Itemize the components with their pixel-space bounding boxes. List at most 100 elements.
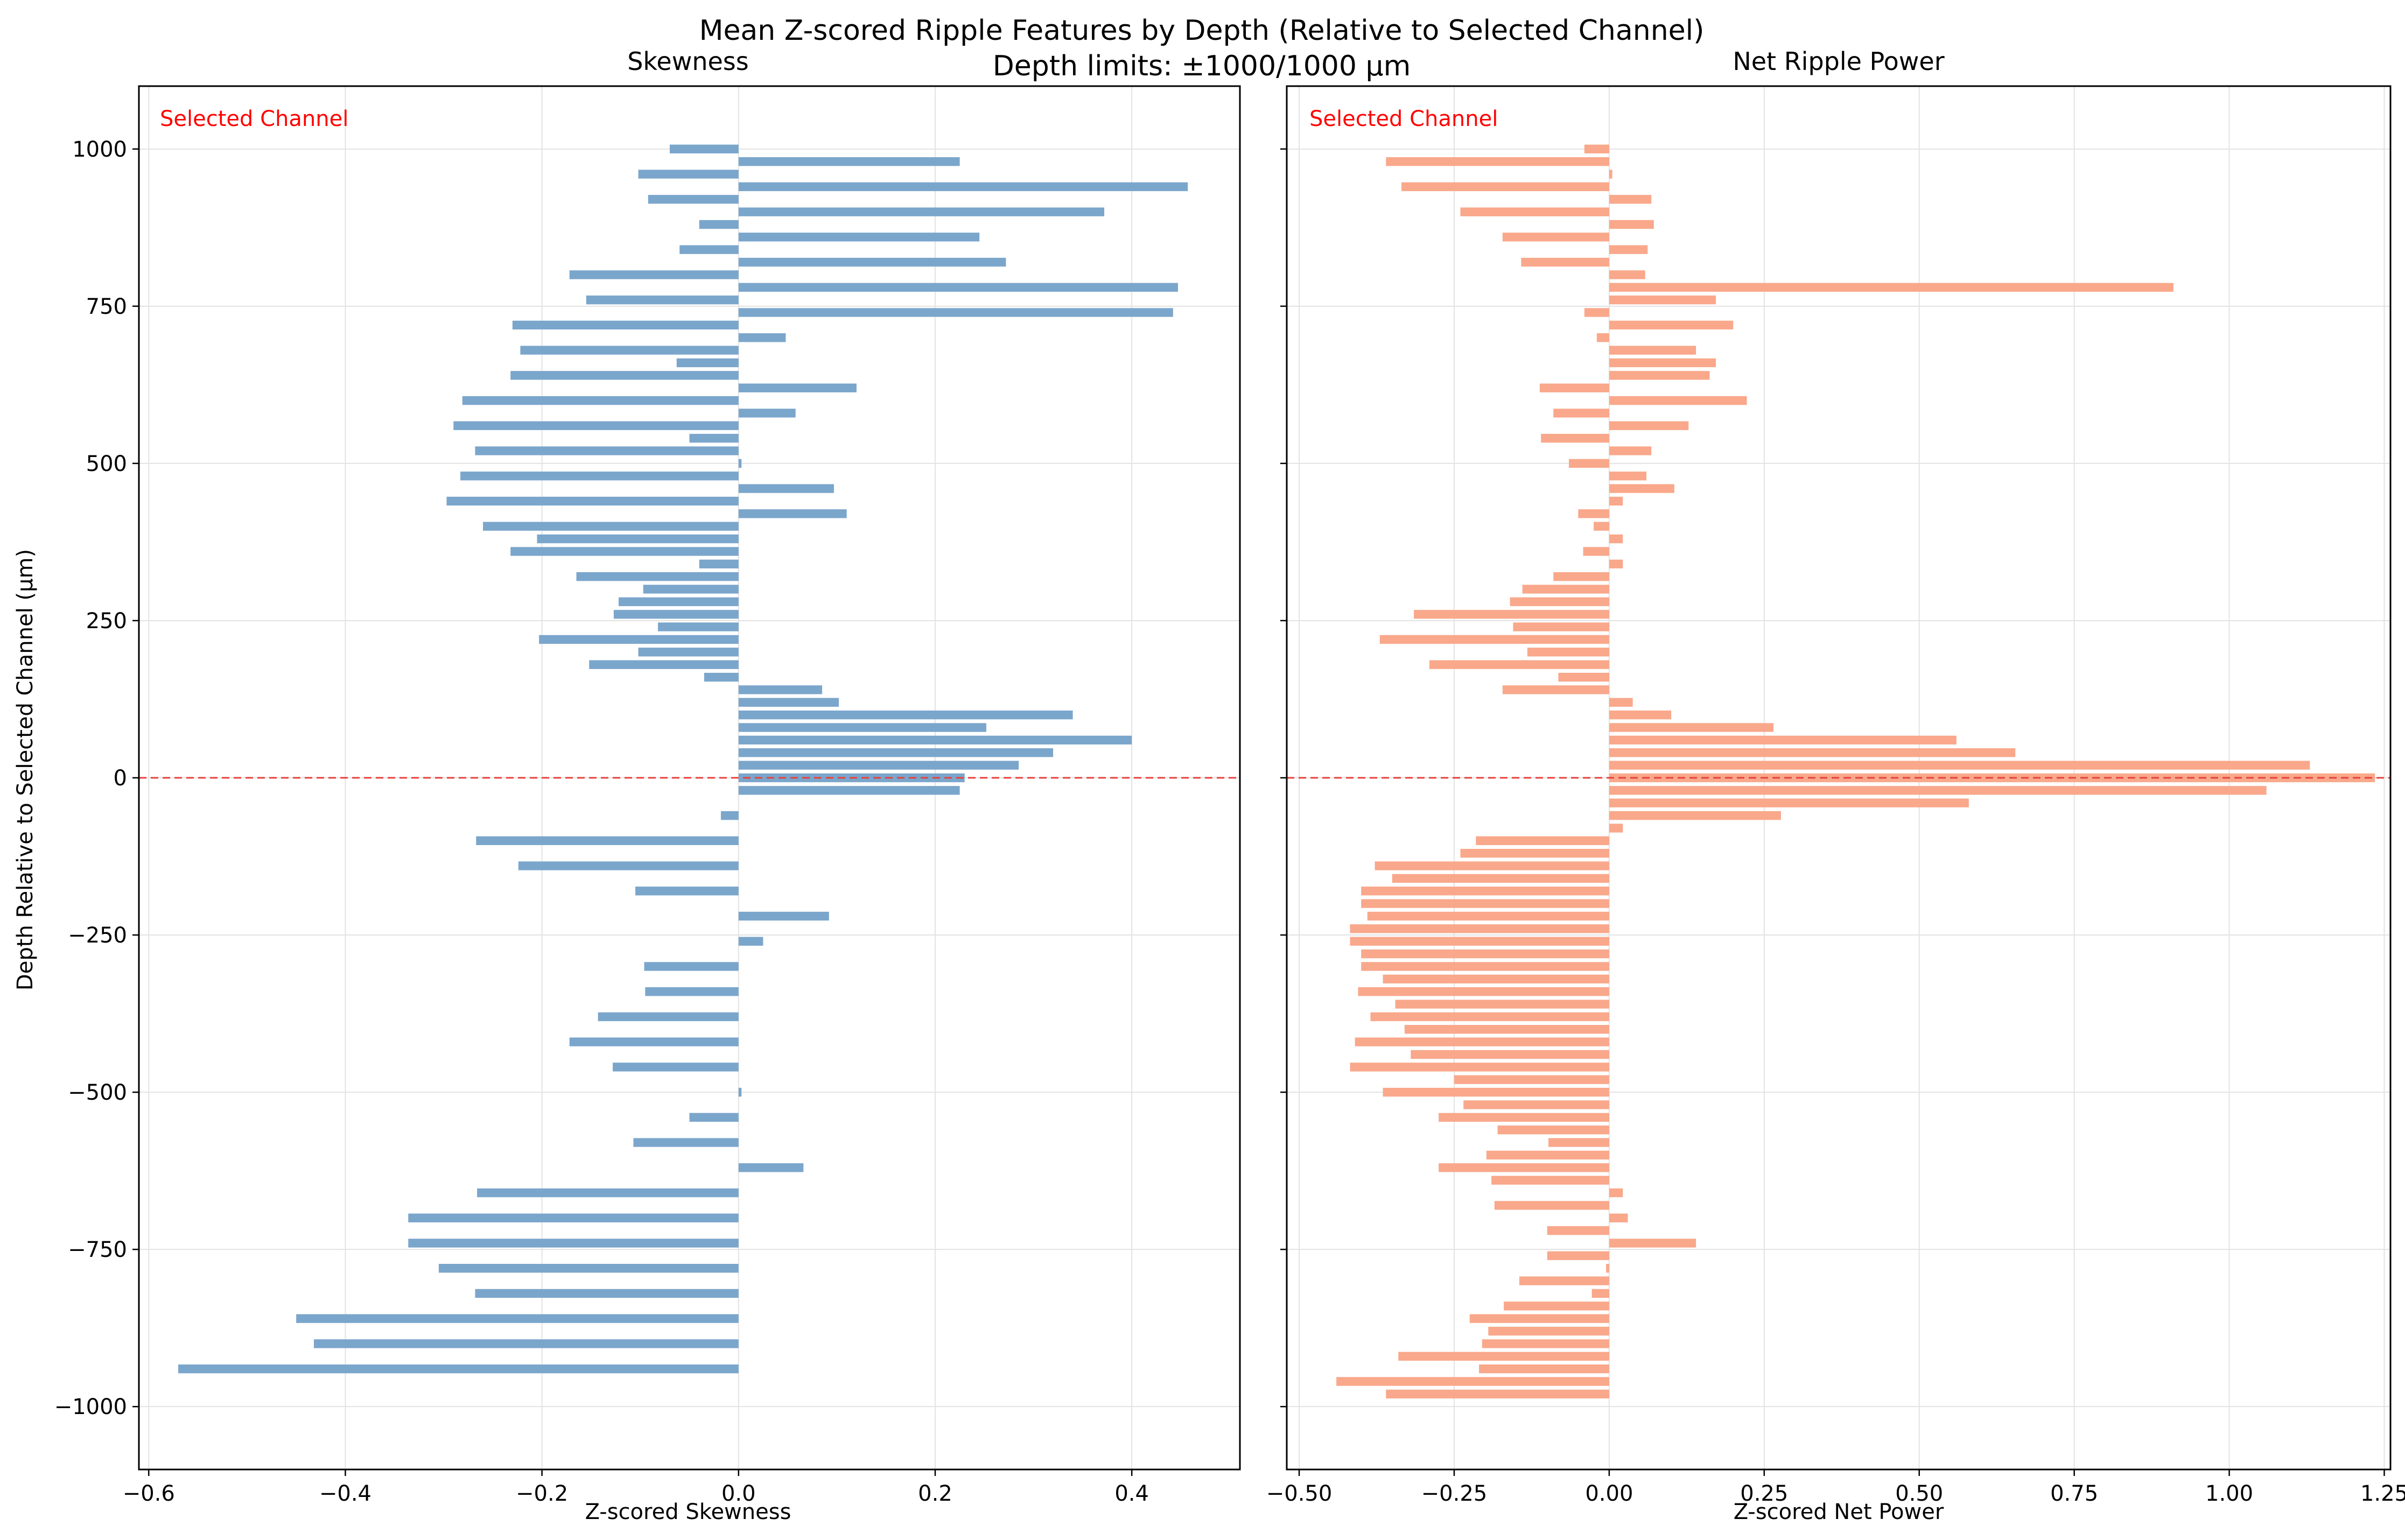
net-power-bar	[1460, 207, 1609, 216]
skewness-bar	[669, 144, 739, 153]
skewness-y-tick-label: −250	[68, 923, 127, 948]
net-power-x-tick-label: 0.50	[1895, 1481, 1943, 1506]
net-power-bar	[1609, 170, 1612, 179]
skewness-bar	[408, 1239, 739, 1248]
net-power-bar	[1476, 836, 1609, 845]
skewness-bar	[296, 1314, 739, 1323]
net-power-bar	[1539, 383, 1609, 392]
net-power-bar	[1502, 685, 1609, 694]
skewness-bar	[676, 358, 739, 368]
net-power-bar	[1519, 1276, 1609, 1285]
skewness-bar	[408, 1213, 739, 1222]
net-power-bar	[1541, 434, 1609, 443]
skewness-bar	[643, 585, 739, 594]
net-power-bar	[1609, 472, 1646, 481]
skewness-bar	[738, 233, 980, 242]
skewness-bar	[446, 496, 739, 506]
skewness-bar	[510, 547, 739, 556]
net-power-bar	[1609, 496, 1623, 506]
net-power-bar	[1609, 195, 1652, 204]
skewness-bar	[738, 383, 857, 392]
net-power-bar	[1350, 924, 1609, 933]
net-power-bar	[1395, 1000, 1609, 1009]
net-power-bar	[1609, 748, 2016, 757]
net-power-bar	[1609, 421, 1689, 430]
net-power-bar	[1553, 572, 1609, 581]
skewness-bar	[738, 937, 763, 946]
skewness-bar	[738, 711, 1073, 720]
skewness-bar	[453, 421, 739, 430]
skewness-bar	[738, 283, 1178, 292]
skewness-bar	[645, 987, 739, 996]
net-power-bar	[1584, 308, 1609, 317]
net-power-bar	[1584, 144, 1609, 153]
skewness-bar	[689, 1113, 739, 1122]
skewness-bar	[178, 1364, 739, 1374]
skewness-bar	[738, 333, 786, 342]
net-power-bar	[1375, 861, 1609, 870]
skewness-bar	[638, 648, 739, 657]
skewness-bar	[738, 257, 1006, 267]
skewness-bar	[476, 836, 739, 845]
skewness-bar	[704, 672, 739, 682]
net-power-x-ticks: −0.50 −0.25 0.00 0.25 0.50 0.75 1.00 1.25	[1266, 1469, 2405, 1506]
net-power-bar	[1358, 987, 1609, 996]
net-power-panel-title: Net Ripple Power	[1733, 47, 1944, 76]
skewness-bar	[738, 685, 822, 694]
skewness-bar	[699, 220, 739, 229]
skewness-panel: Skewness −0.6 −0.4 −0.2 0.0 0.2 0.4 1000 750 50…	[13, 47, 1241, 1524]
skewness-bar	[475, 446, 739, 455]
net-power-x-tick-label: −0.50	[1266, 1481, 1333, 1506]
skewness-bar	[738, 1163, 804, 1172]
skewness-bar	[589, 660, 739, 669]
net-power-bar	[1439, 1113, 1609, 1122]
net-power-bar	[1522, 585, 1609, 594]
skewness-bar	[569, 270, 739, 279]
net-power-bar	[1609, 811, 1781, 820]
net-power-bar	[1527, 648, 1609, 657]
skewness-bar	[483, 522, 739, 531]
skewness-bar	[598, 1012, 739, 1022]
skewness-y-tick-label: 750	[86, 294, 127, 319]
net-power-bar	[1479, 1364, 1609, 1374]
skewness-bar	[475, 1289, 739, 1298]
net-power-bar	[1429, 660, 1609, 669]
net-power-bar	[1497, 1126, 1609, 1135]
skewness-y-tick-label: 500	[86, 452, 127, 476]
net-power-bar	[1350, 1063, 1609, 1072]
net-power-bar	[1558, 672, 1609, 682]
net-power-bar	[1606, 1264, 1609, 1273]
skewness-y-tick-label: −750	[68, 1237, 127, 1262]
net-power-bar	[1392, 874, 1609, 883]
skewness-bar	[460, 472, 739, 481]
net-power-bar	[1386, 157, 1609, 166]
net-power-panel: Net Ripple Power −0.50 −0.25 0.00 0.25 0.50 0…	[1266, 47, 2405, 1524]
net-power-bar	[1401, 182, 1609, 192]
net-power-bar	[1491, 1176, 1609, 1185]
net-power-x-tick-label: 1.25	[2360, 1481, 2405, 1506]
net-power-bars	[1336, 144, 2375, 1398]
skewness-bar	[738, 698, 839, 707]
net-power-bar	[1609, 798, 1969, 807]
net-power-bar	[1513, 622, 1609, 631]
net-power-bar	[1404, 1025, 1609, 1034]
net-power-bar	[1361, 887, 1609, 896]
skewness-bar	[518, 861, 739, 870]
net-power-x-tick-label: 0.25	[1740, 1481, 1788, 1506]
net-power-bar	[1548, 1138, 1609, 1147]
net-power-y-ticks	[1280, 148, 1287, 1408]
net-power-bar	[1383, 1087, 1609, 1097]
skewness-x-tick-label: 0.0	[721, 1481, 756, 1506]
net-power-bar	[1609, 283, 2173, 292]
skewness-x-tick-label: −0.2	[516, 1481, 568, 1506]
net-power-bar	[1609, 735, 1957, 745]
net-power-x-tick-label: 1.00	[2205, 1481, 2253, 1506]
net-power-bar	[1609, 1239, 1696, 1248]
skewness-bar	[738, 157, 960, 166]
skewness-bar	[738, 786, 960, 795]
net-power-bar	[1609, 270, 1645, 279]
net-power-x-tick-label: −0.25	[1421, 1481, 1488, 1506]
skewness-bar	[738, 1087, 742, 1097]
net-power-bar	[1504, 1302, 1609, 1311]
skewness-bar	[613, 1063, 739, 1072]
